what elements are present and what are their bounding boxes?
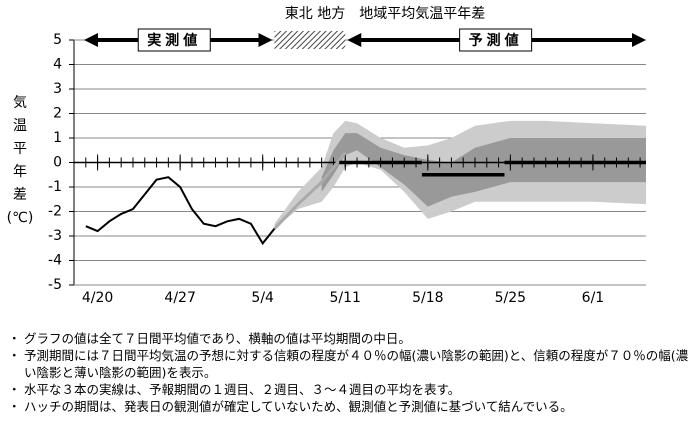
y-tick-label: -3 — [48, 228, 62, 244]
y-axis-label: 気 — [13, 95, 27, 111]
y-axis-label: 平 — [13, 141, 27, 157]
y-tick-label: 0 — [53, 155, 62, 171]
y-axis-label: 差 — [13, 187, 27, 203]
hatch-period — [274, 31, 346, 49]
note: 水平な３本の実線は、予報期間の１週目、２週目、３～４週目の平均を表す。 — [8, 381, 696, 398]
forecast-arrow-head — [347, 33, 362, 47]
y-axis-label: 温 — [13, 118, 27, 134]
y-tick-label: 5 — [53, 32, 62, 48]
y-tick-label: -4 — [48, 253, 62, 269]
forecast-label: 予測値 — [469, 32, 523, 49]
note: グラフの値は全て７日間平均値であり、横軸の値は平均期間の中日。 — [8, 330, 696, 347]
observed-label: 実測値 — [147, 32, 201, 49]
y-tick-label: 3 — [53, 81, 62, 97]
confidence-band — [321, 133, 646, 207]
y-axis-label: (℃) — [7, 210, 34, 226]
note: 予測期間には７日間平均気温の予想に対する信頼の程度が４０％の幅(濃い陰影の範囲)… — [8, 347, 696, 381]
forecast-label-box — [459, 28, 533, 52]
x-tick-label: 5/4 — [251, 290, 274, 306]
line-series — [85, 176, 276, 246]
y-tick-label: -5 — [48, 277, 62, 293]
chart-title: 東北 地方 地域平均気温平年差 — [285, 6, 485, 22]
x-tick-label: 5/25 — [495, 290, 526, 306]
forecast-arrow-head — [632, 33, 646, 47]
y-tick-label: -2 — [48, 204, 62, 220]
notes: グラフの値は全て７日間平均値であり、横軸の値は平均期間の中日。予測期間には７日間… — [8, 330, 696, 415]
line-series — [273, 151, 347, 230]
x-tick-label: 4/20 — [82, 290, 113, 306]
observed-label-box — [137, 28, 211, 52]
y-tick-label: 1 — [53, 130, 62, 146]
y-tick-label: 4 — [53, 57, 62, 73]
x-tick-label: 4/27 — [164, 290, 195, 306]
observed-arrow-head — [84, 33, 98, 47]
x-tick-label: 6/1 — [582, 290, 605, 306]
note: ハッチの期間は、発表日の観測値が確定していないため、観測値と予測値に基づいて結ん… — [8, 398, 696, 415]
x-tick-label: 5/11 — [330, 290, 361, 306]
x-tick-label: 5/18 — [412, 290, 443, 306]
observed-arrow-head — [258, 33, 273, 47]
y-tick-label: 2 — [53, 106, 62, 122]
chart: 東北 地方 地域平均気温平年差 -5 -4 -3 -2 -1 0 1 2 3 4 5 4/20 4/27… — [7, 6, 646, 306]
y-tick-label: -1 — [48, 179, 62, 195]
y-axis-label: 年 — [13, 164, 27, 180]
